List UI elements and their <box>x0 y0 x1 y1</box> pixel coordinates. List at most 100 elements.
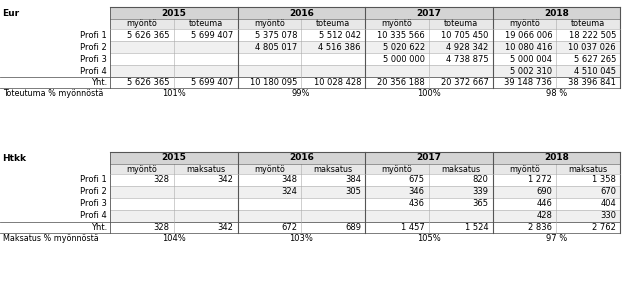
Bar <box>174 65 238 77</box>
Bar <box>365 41 429 53</box>
Bar <box>556 19 620 29</box>
Bar <box>493 186 556 198</box>
Bar <box>238 152 365 164</box>
Bar <box>429 164 493 174</box>
Bar <box>365 164 429 174</box>
Bar <box>238 186 301 198</box>
Text: 19 066 006: 19 066 006 <box>504 30 552 40</box>
Text: toteuma: toteuma <box>571 19 605 29</box>
Text: maksatus: maksatus <box>186 165 225 173</box>
Text: 39 148 736: 39 148 736 <box>504 78 552 87</box>
Text: Profi 2: Profi 2 <box>80 42 107 52</box>
Bar <box>301 19 365 29</box>
Text: Toteutuma % myönnöstä: Toteutuma % myönnöstä <box>3 89 103 98</box>
Text: 4 738 875: 4 738 875 <box>446 55 488 63</box>
Text: 446: 446 <box>536 199 552 209</box>
Text: myöntö: myöntö <box>254 19 285 29</box>
Text: 103%: 103% <box>289 234 313 243</box>
Bar <box>301 29 365 41</box>
Bar <box>238 7 365 19</box>
Bar <box>429 186 493 198</box>
Bar <box>493 19 556 29</box>
Text: 98 %: 98 % <box>545 89 567 98</box>
Text: 2016: 2016 <box>289 153 313 163</box>
Bar <box>493 198 556 210</box>
Bar <box>238 210 301 222</box>
Text: 10 335 566: 10 335 566 <box>377 30 425 40</box>
Bar <box>365 174 429 186</box>
Bar <box>301 53 365 65</box>
Bar <box>493 174 556 186</box>
Bar <box>110 210 174 222</box>
Text: Profi 3: Profi 3 <box>80 199 107 209</box>
Bar <box>429 65 493 77</box>
Text: myöntö: myöntö <box>381 165 412 173</box>
Bar <box>238 53 301 65</box>
Bar <box>429 19 493 29</box>
Bar <box>174 198 238 210</box>
Text: 5 002 310: 5 002 310 <box>510 66 552 76</box>
Bar <box>110 29 174 41</box>
Text: 365: 365 <box>473 199 488 209</box>
Text: 1 272: 1 272 <box>529 176 552 184</box>
Text: 20 356 188: 20 356 188 <box>377 78 425 87</box>
Text: 305: 305 <box>345 188 361 196</box>
Text: Yht.: Yht. <box>91 223 107 232</box>
Text: myöntö: myöntö <box>254 165 285 173</box>
Text: 1 358: 1 358 <box>592 176 616 184</box>
Text: 4 805 017: 4 805 017 <box>255 42 297 52</box>
Text: Profi 4: Profi 4 <box>80 212 107 220</box>
Text: 20 372 667: 20 372 667 <box>440 78 488 87</box>
Bar <box>365 186 429 198</box>
Bar <box>556 198 620 210</box>
Bar <box>238 198 301 210</box>
Bar <box>429 174 493 186</box>
Bar <box>110 19 174 29</box>
Bar <box>110 41 174 53</box>
Text: myöntö: myöntö <box>126 19 157 29</box>
Bar <box>238 65 301 77</box>
Bar <box>493 41 556 53</box>
Text: Eur: Eur <box>2 9 19 18</box>
Bar <box>110 174 174 186</box>
Text: Profi 1: Profi 1 <box>80 30 107 40</box>
Text: 2018: 2018 <box>544 153 569 163</box>
Bar <box>365 53 429 65</box>
Text: 100%: 100% <box>417 89 440 98</box>
Text: 2017: 2017 <box>416 153 441 163</box>
Text: 38 396 841: 38 396 841 <box>568 78 616 87</box>
Text: Htkk: Htkk <box>2 154 26 163</box>
Bar <box>493 152 620 164</box>
Text: 10 028 428: 10 028 428 <box>313 78 361 87</box>
Text: 2015: 2015 <box>161 9 186 17</box>
Text: 10 180 095: 10 180 095 <box>250 78 297 87</box>
Text: 5 626 365: 5 626 365 <box>128 30 170 40</box>
Bar <box>174 164 238 174</box>
Text: 5 626 365: 5 626 365 <box>128 78 170 87</box>
Text: maksatus: maksatus <box>569 165 608 173</box>
Text: 1 524: 1 524 <box>465 223 488 232</box>
Text: 2017: 2017 <box>416 9 441 17</box>
Text: 5 699 407: 5 699 407 <box>191 78 233 87</box>
Text: 5 375 078: 5 375 078 <box>255 30 297 40</box>
Text: 324: 324 <box>281 188 297 196</box>
Bar <box>301 41 365 53</box>
Text: myöntö: myöntö <box>509 165 540 173</box>
Text: 2016: 2016 <box>289 9 313 17</box>
Bar <box>493 210 556 222</box>
Text: myöntö: myöntö <box>381 19 412 29</box>
Bar <box>493 53 556 65</box>
Bar <box>110 65 174 77</box>
Bar <box>429 41 493 53</box>
Bar <box>110 198 174 210</box>
Bar <box>174 19 238 29</box>
Bar <box>174 29 238 41</box>
Text: 428: 428 <box>536 212 552 220</box>
Text: myöntö: myöntö <box>126 165 157 173</box>
Bar <box>301 174 365 186</box>
Text: Maksatus % myönnöstä: Maksatus % myönnöstä <box>3 234 99 243</box>
Bar <box>429 210 493 222</box>
Bar <box>174 186 238 198</box>
Bar <box>365 152 493 164</box>
Text: 105%: 105% <box>417 234 440 243</box>
